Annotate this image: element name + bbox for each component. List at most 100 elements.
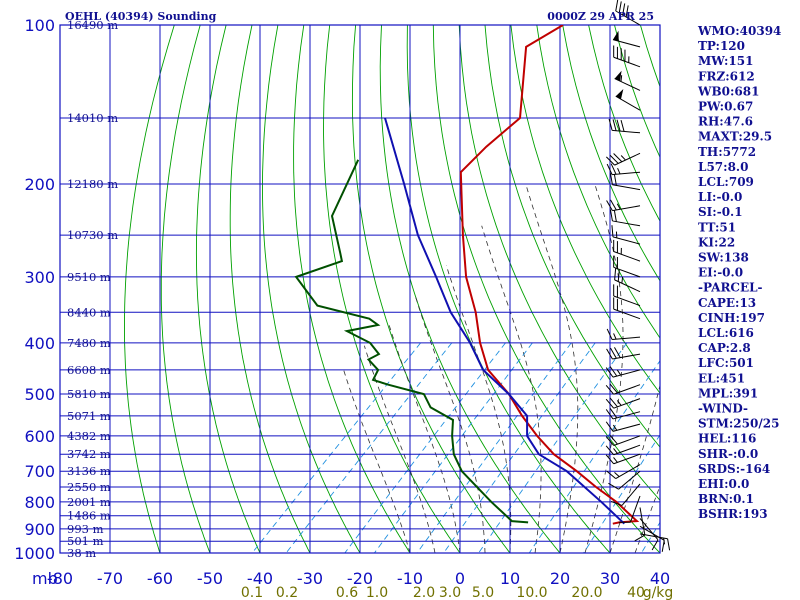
- barb-full: [618, 1, 622, 14]
- barb-full: [606, 470, 617, 479]
- barb-full: [613, 210, 617, 222]
- wind-barb: [613, 284, 641, 307]
- barb-full: [624, 49, 626, 62]
- moist-adiabat-line: [364, 345, 436, 553]
- index-line: SW:138: [698, 251, 749, 265]
- index-line: EL:451: [698, 371, 745, 385]
- index-line: MPL:391: [698, 386, 758, 400]
- barb-staff: [615, 464, 641, 480]
- dry-adiabat-line: [262, 25, 361, 553]
- height-label: 12180 m: [67, 177, 118, 191]
- barb-full: [605, 367, 614, 378]
- temperature-tick-label: 40: [650, 569, 670, 588]
- mixing-ratio-label: 1.0: [366, 585, 388, 600]
- barb-full: [608, 118, 613, 131]
- barb-full: [605, 156, 615, 166]
- index-line: KI:22: [698, 235, 735, 249]
- mixing-ratio-label: 2.0: [413, 585, 435, 600]
- pressure-label: 400: [24, 334, 55, 353]
- wind-barb: [615, 89, 641, 111]
- moist-adiabat-line: [414, 295, 486, 553]
- barb-full: [617, 269, 620, 282]
- barb-full: [613, 239, 615, 252]
- sounding-profiles: [294, 25, 640, 525]
- barb-staff: [613, 251, 641, 262]
- height-label: 6608 m: [67, 363, 111, 377]
- index-line: CAPE:13: [698, 296, 756, 310]
- barb-full: [610, 199, 617, 211]
- pressure-label: 200: [24, 175, 55, 194]
- wind-barb: [618, 495, 641, 523]
- barb-full: [609, 209, 613, 222]
- barb-pennant: [614, 70, 622, 82]
- temperature-tick-label: -80: [47, 569, 73, 588]
- index-line: FRZ:612: [698, 69, 755, 83]
- temperature-tick-label: -30: [297, 569, 323, 588]
- barb-full: [613, 284, 615, 297]
- barb-full: [609, 397, 618, 408]
- wind-barb: [634, 507, 646, 542]
- height-label: 7480 m: [67, 336, 111, 350]
- pressure-label: 1000: [14, 544, 55, 563]
- dewpoint-line: [294, 159, 529, 524]
- barb-half: [620, 75, 623, 82]
- pressure-label: 700: [24, 462, 55, 481]
- dry-adiabat-line: [195, 25, 261, 553]
- barb-staff: [614, 152, 641, 166]
- wind-barb: [608, 118, 641, 134]
- wind-barb: [605, 444, 641, 456]
- wind-barb: [613, 297, 641, 320]
- moist-adiabat-line: [584, 183, 624, 553]
- index-line: HEL:116: [698, 432, 756, 446]
- barb-full: [616, 241, 618, 253]
- index-line: BSHR:193: [698, 507, 768, 521]
- barb-staff: [613, 384, 641, 395]
- temperature-tick-label: 20: [550, 569, 570, 588]
- height-label: 1486 m: [67, 509, 111, 523]
- dry-adiabat-line: [229, 25, 311, 553]
- barb-full: [616, 119, 621, 132]
- barb-full: [609, 408, 618, 419]
- index-line: SHR-:0.0: [698, 447, 758, 461]
- index-line: EI:-0.0: [698, 266, 743, 280]
- wind-barb: [605, 366, 641, 378]
- barb-full: [605, 384, 615, 395]
- wind-barb: [605, 152, 641, 166]
- barb-full: [608, 482, 619, 490]
- barb-staff: [613, 435, 641, 446]
- mixing-ratio-line: [528, 360, 660, 553]
- moist-adiabat-line: [445, 265, 512, 553]
- height-label: 2550 m: [67, 480, 111, 494]
- barb-staff: [612, 184, 641, 191]
- index-line: SI:-0.1: [698, 205, 743, 219]
- index-line: MAXT:29.5: [698, 130, 772, 144]
- moist-adiabat-line: [342, 367, 411, 553]
- index-line: TP:120: [698, 39, 745, 53]
- temperature-tick-label: 30: [600, 569, 620, 588]
- wind-barb: [605, 421, 641, 432]
- index-line: LI:-0.0: [698, 190, 742, 204]
- barb-full: [606, 163, 613, 175]
- wind-barb: [606, 347, 641, 360]
- dry-adiabat-line: [124, 25, 175, 553]
- wind-barb: [615, 0, 641, 26]
- barb-staff: [613, 295, 641, 307]
- wind-barb: [614, 268, 641, 293]
- dry-adiabat-line: [160, 25, 211, 553]
- wind-barb: [605, 383, 641, 395]
- barb-staff: [615, 10, 641, 26]
- index-line: SRDS:-164: [698, 462, 770, 476]
- wind-barb: [608, 470, 641, 490]
- index-line: STM:250/25: [698, 417, 779, 431]
- index-line: -PARCEL-: [698, 281, 763, 295]
- temperature-tick-label: -10: [397, 569, 423, 588]
- wind-barb-column: [605, 0, 671, 552]
- barb-full: [667, 538, 671, 551]
- temperature-tick-label: -50: [197, 569, 223, 588]
- barb-full: [610, 163, 617, 175]
- wind-barb: [614, 70, 641, 91]
- barb-full: [620, 119, 625, 132]
- barb-full: [615, 0, 619, 12]
